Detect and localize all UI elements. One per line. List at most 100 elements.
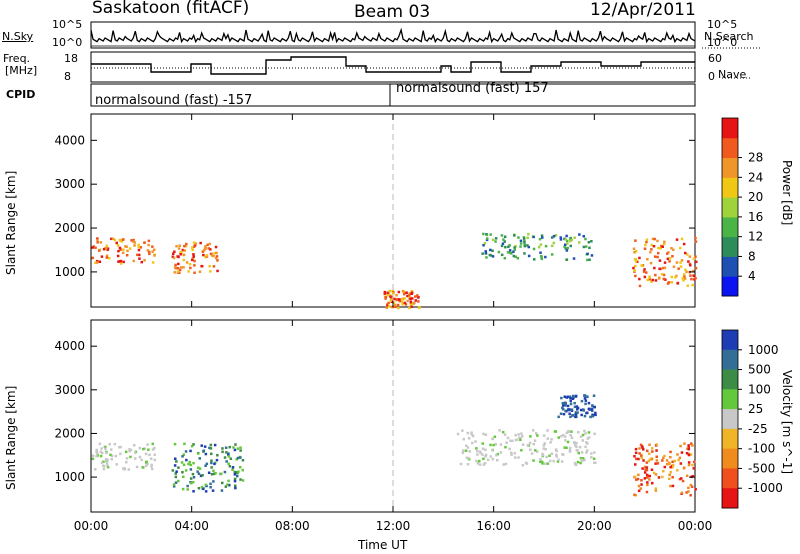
echo-pixel: [212, 265, 216, 268]
nsky-tick-top: 10^5: [52, 18, 83, 31]
echo-pixel: [577, 451, 580, 455]
echo-pixel: [100, 451, 104, 455]
echo-pixel: [649, 251, 652, 254]
echo-pixel: [172, 256, 176, 260]
echo-pixel: [228, 445, 231, 449]
echo-pixel: [241, 459, 245, 462]
echo-pixel: [119, 452, 122, 456]
echo-pixel: [210, 459, 213, 462]
echo-pixel: [542, 447, 545, 450]
echo-pixel: [140, 260, 143, 264]
echo-pixel: [517, 456, 520, 459]
echo-pixel: [694, 240, 698, 243]
echo-pixel: [133, 444, 136, 447]
echo-pixel: [403, 292, 406, 296]
echo-pixel: [510, 451, 513, 455]
echo-pixel: [104, 447, 107, 450]
echo-pixel: [482, 457, 485, 461]
echo-pixel: [646, 449, 649, 453]
echo-pixel: [634, 447, 638, 451]
echo-pixel: [138, 253, 141, 257]
echo-pixel: [110, 454, 114, 458]
echo-pixel: [125, 457, 129, 460]
echo-pixel: [513, 234, 516, 237]
echo-pixel: [180, 461, 184, 464]
echo-pixel: [645, 490, 649, 494]
echo-pixel: [122, 248, 125, 251]
echo-pixel: [98, 260, 102, 263]
echo-pixel: [655, 459, 659, 462]
echo-pixel: [662, 242, 666, 246]
echo-pixel: [485, 256, 488, 259]
xtick-label: 00:00: [678, 519, 713, 533]
echo-pixel: [461, 451, 465, 454]
echo-pixel: [676, 282, 679, 285]
echo-pixel: [496, 459, 499, 462]
echo-pixel: [643, 268, 646, 271]
colorbar-tick-label: 100: [748, 382, 771, 396]
echo-pixel: [228, 483, 231, 487]
echo-pixel: [478, 463, 482, 466]
echo-pixel: [561, 406, 564, 410]
echo-pixel: [583, 394, 587, 397]
echo-pixel: [224, 446, 228, 449]
echo-pixel: [220, 489, 224, 492]
echo-pixel: [148, 252, 151, 256]
echo-pixel: [391, 289, 394, 293]
ytick-label: 4000: [54, 133, 85, 147]
echo-pixel: [478, 459, 481, 463]
echo-pixel: [491, 437, 494, 441]
echo-pixel: [587, 401, 591, 405]
echo-pixel: [172, 485, 176, 488]
echo-pixel: [589, 415, 592, 419]
echo-pixel: [182, 463, 186, 467]
echo-pixel: [573, 405, 577, 409]
echo-pixel: [637, 489, 641, 493]
echo-pixel: [173, 271, 176, 274]
echo-pixel: [216, 269, 219, 273]
echo-pixel: [687, 463, 691, 467]
ytick-label: 3000: [54, 383, 85, 397]
echo-pixel: [561, 433, 565, 437]
echo-pixel: [691, 444, 694, 447]
echo-pixel: [192, 241, 196, 244]
echo-pixel: [563, 395, 566, 398]
echo-pixel: [510, 453, 513, 456]
echo-pixel: [118, 260, 122, 263]
echo-pixel: [210, 466, 213, 469]
echo-cluster-power-1: [171, 241, 219, 274]
echo-pixel: [560, 435, 563, 438]
echo-pixel: [647, 459, 650, 463]
echo-pixel: [639, 487, 643, 490]
echo-pixel: [644, 468, 647, 471]
echo-pixel: [571, 394, 575, 398]
echo-pixel: [151, 442, 154, 446]
echo-pixel: [653, 237, 656, 241]
echo-pixel: [410, 292, 413, 295]
echo-pixel: [529, 435, 532, 438]
echo-pixel: [500, 253, 504, 257]
echo-pixel: [644, 243, 647, 247]
echo-pixel: [388, 290, 391, 293]
colorbar-tick-label: -1000: [748, 481, 783, 495]
echo-pixel: [593, 432, 596, 436]
echo-pixel: [388, 305, 391, 308]
echo-pixel: [508, 447, 511, 451]
echo-pixel: [648, 278, 652, 281]
echo-pixel: [658, 259, 662, 262]
echo-pixel: [110, 237, 113, 241]
echo-pixel: [200, 264, 203, 268]
echo-pixel: [113, 442, 117, 446]
echo-pixel: [471, 434, 475, 438]
colorbar-swatch: [722, 256, 738, 277]
echo-pixel: [532, 459, 535, 462]
echo-pixel: [513, 452, 516, 455]
echo-pixel: [150, 467, 154, 471]
echo-pixel: [488, 253, 492, 257]
echo-pixel: [459, 462, 463, 466]
echo-pixel: [682, 279, 685, 282]
echo-pixel: [177, 247, 181, 250]
echo-pixel: [536, 434, 539, 437]
echo-pixel: [680, 491, 684, 495]
echo-pixel: [513, 246, 516, 249]
